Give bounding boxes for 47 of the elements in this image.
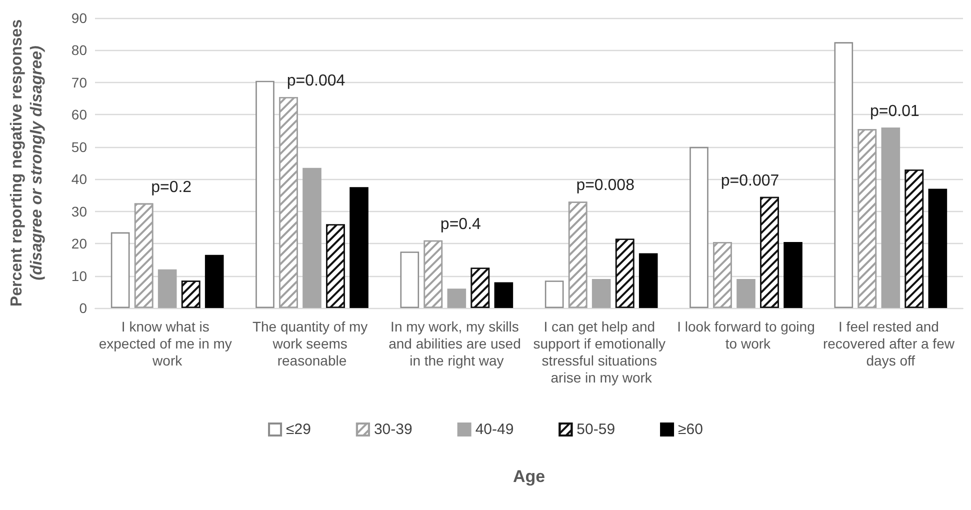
bar (302, 168, 322, 308)
bar (204, 254, 224, 308)
y-tick-label: 0 (79, 300, 88, 316)
y-tick-label: 70 (71, 74, 88, 90)
bar (638, 253, 658, 308)
y-tick-label: 80 (71, 42, 88, 58)
annotation: p=0.008 (576, 177, 635, 194)
y-tick-label: 50 (71, 138, 88, 155)
bar (881, 128, 900, 308)
bar (784, 242, 802, 308)
legend-label: 30-39 (374, 421, 412, 438)
annotation: p=0.2 (151, 178, 192, 196)
x-tick-label: I know what is expected of me in my work (98, 318, 236, 368)
y-tick-label: 10 (71, 268, 88, 284)
annotation: p=0.004 (286, 72, 346, 90)
x-tick-label: In my work, my skills and abilities are used in the right way (388, 318, 525, 368)
y-tick-label: 40 (71, 171, 88, 188)
x-axis-title: Age (512, 467, 546, 486)
y-tick-label: 90 (71, 10, 88, 26)
bar (494, 282, 514, 308)
legend-label: ≥60 (678, 421, 703, 438)
y-tick-label: 30 (71, 203, 88, 220)
y-axis-title: Percent reporting negative responses (disagree or strongly disagree) (8, 19, 46, 307)
annotation: p=0.007 (720, 172, 780, 190)
bar (110, 232, 130, 308)
bar (447, 288, 466, 308)
legend-label: 40-49 (475, 421, 514, 438)
x-tick-label: The quantity of my work seems reasonable (252, 318, 372, 368)
bar (690, 146, 708, 308)
y-tick-label: 20 (71, 236, 88, 252)
bar (928, 188, 948, 308)
x-tick-label: I can get help and support if emotionally stressful situations arise in my work (533, 318, 670, 386)
bar (544, 280, 564, 308)
legend-label: ≤29 (286, 421, 311, 438)
bar (400, 252, 420, 308)
annotation: p=0.4 (440, 216, 482, 233)
bar (736, 279, 756, 308)
bar (350, 187, 368, 308)
x-tick-label: I look forward to going to work (677, 318, 815, 352)
bar (256, 80, 274, 308)
x-tick-label: I feel rested and recovered after a few days off (822, 318, 958, 368)
legend-label: 50-59 (576, 421, 616, 438)
bar (834, 42, 854, 308)
bar (592, 279, 611, 308)
bar (158, 269, 177, 308)
annotation: p=0.01 (870, 103, 920, 120)
y-tick-label: 60 (71, 106, 88, 123)
